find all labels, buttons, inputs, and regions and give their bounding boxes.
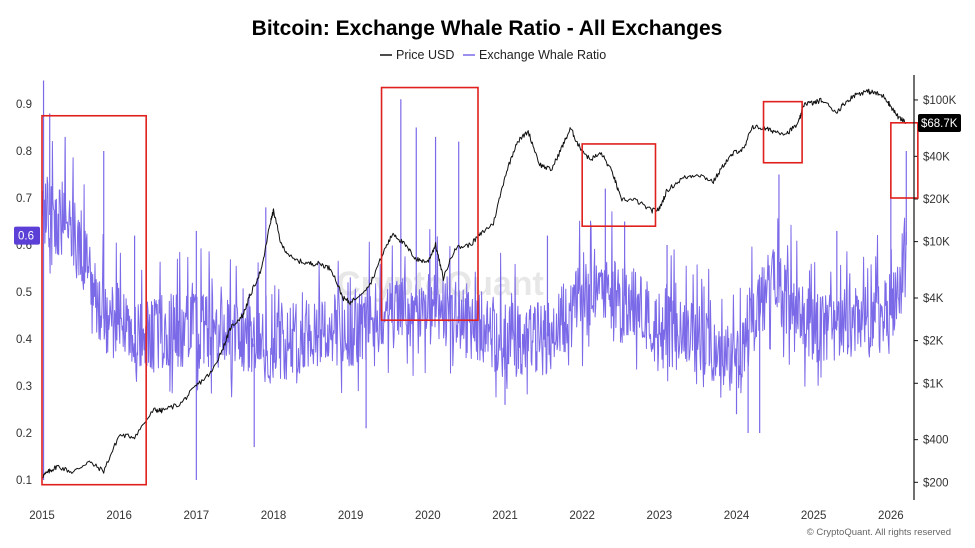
x-tick-label: 2021 — [492, 510, 518, 522]
x-tick-label: 2025 — [801, 510, 827, 522]
y-left-tick-label: 0.7 — [16, 193, 32, 205]
y-right-tick-label: $2K — [923, 336, 944, 348]
current-ratio-label: 0.6 — [18, 231, 34, 243]
price-line — [41, 88, 907, 479]
highlight-box-2022 — [581, 143, 657, 227]
y-right-tick-label: $40K — [923, 151, 950, 163]
legend-ratio-label: Exchange Whale Ratio — [479, 48, 606, 62]
y-right-tick-label: $10K — [923, 237, 950, 249]
y-right-tick-label: $100K — [923, 95, 957, 107]
y-left-tick-label: 0.3 — [16, 381, 32, 393]
x-tick-label: 2020 — [415, 510, 441, 522]
highlight-box-2019-2020 — [380, 86, 479, 321]
x-tick-label: 2017 — [184, 510, 210, 522]
y-right-tick-label: $1K — [923, 378, 944, 390]
x-tick-label: 2026 — [878, 510, 904, 522]
current-ratio-badge — [14, 226, 40, 245]
y-left-tick-label: 0.2 — [16, 428, 32, 440]
x-tick-label: 2018 — [261, 510, 287, 522]
highlight-box-2024 — [762, 100, 803, 164]
current-price-badge — [918, 114, 961, 133]
x-tick-label: 2015 — [29, 510, 55, 522]
current-ratio-marker: 0.6 — [14, 226, 40, 245]
y-left-tick-label: 0.4 — [16, 334, 33, 346]
x-tick-label: 2016 — [106, 510, 132, 522]
y-right-axis: $200 $400 $1K $2K $4K $10K $20K $40K $100K — [914, 95, 957, 489]
highlight-boxes — [41, 86, 919, 486]
current-price-marker: $68.7K — [918, 114, 961, 133]
y-right-tick-label: $200 — [923, 477, 949, 489]
highlight-box-2015-2016 — [41, 114, 147, 486]
x-axis: 2015 2016 2017 2018 2019 2020 2021 2022 2023 2024… — [29, 510, 903, 522]
x-tick-label: 2022 — [569, 510, 595, 522]
y-left-axis: 0.1 0.2 0.3 0.4 0.5 0.6 0.7 0.8 0.9 — [16, 99, 33, 487]
chart-title: Bitcoin: Exchange Whale Ratio - All Exch… — [252, 17, 723, 40]
y-right-tick-label: $4K — [923, 293, 944, 305]
x-tick-label: 2024 — [724, 510, 750, 522]
y-left-tick-label: 0.8 — [16, 146, 32, 158]
y-left-tick-label: 0.1 — [16, 475, 32, 487]
y-left-tick-label: 0.5 — [16, 287, 32, 299]
highlight-box-2026 — [890, 122, 919, 199]
y-left-tick-label: 0.9 — [16, 99, 32, 111]
legend: Price USD Exchange Whale Ratio — [380, 48, 606, 62]
current-price-label: $68.7K — [921, 118, 958, 130]
price-series — [41, 88, 907, 479]
x-tick-label: 2023 — [647, 510, 673, 522]
y-right-tick-label: $400 — [923, 435, 949, 447]
y-right-tick-label: $20K — [923, 194, 950, 206]
x-tick-label: 2019 — [338, 510, 364, 522]
legend-price-label: Price USD — [396, 48, 454, 62]
credit: © CryptoQuant. All rights reserved — [807, 527, 951, 538]
